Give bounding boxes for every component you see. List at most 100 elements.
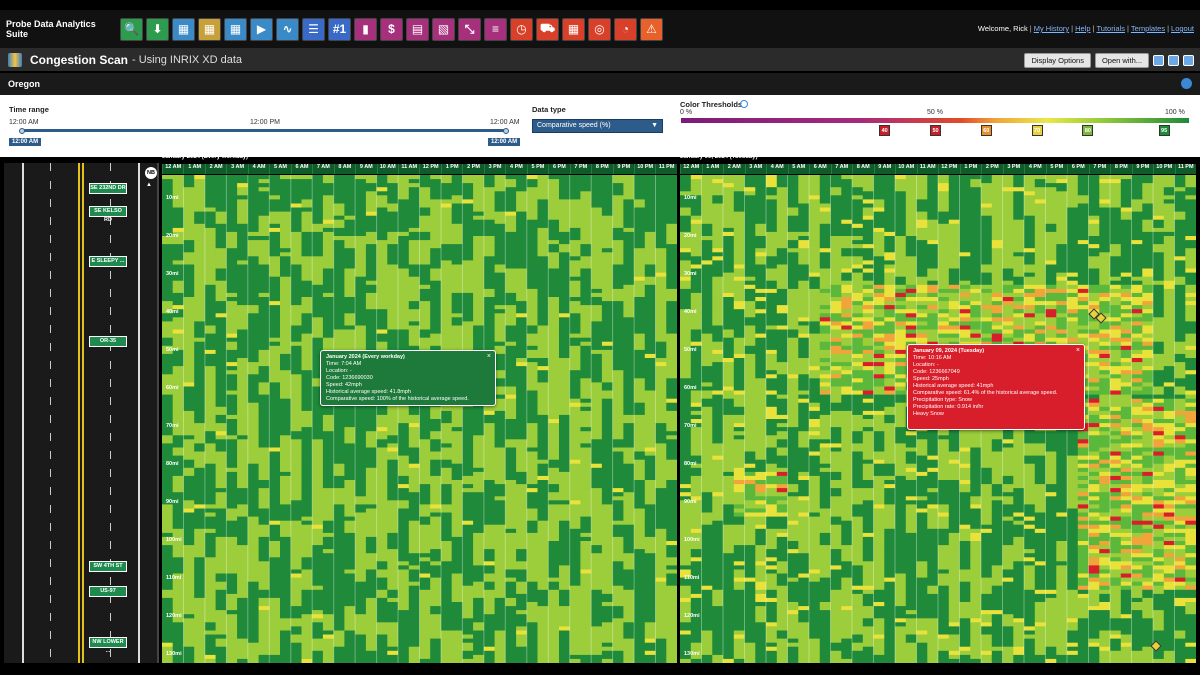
mile-label: 30mi	[684, 271, 697, 277]
heatmap-grid[interactable]	[162, 175, 677, 663]
road-sign[interactable]: SE KELSO RD	[89, 206, 127, 223]
close-icon[interactable]	[1183, 55, 1194, 66]
tool-bar: 🔍 ⬇ ▦ ▦ ▦ ▶ ∿ ☰ #1 ▮ $ ▤ ▧ ⤡ ≡ ◷ ⛟ ▦ ◎ ◔ ⚠	[120, 17, 663, 41]
threshold-0-label: 0 %	[680, 109, 693, 116]
close-icon[interactable]: ×	[1075, 347, 1080, 354]
threshold-handle[interactable]: 95	[1158, 125, 1170, 136]
threshold-handle[interactable]: 40	[879, 125, 891, 136]
hour-label: 10 PM	[633, 164, 655, 174]
road-sign[interactable]: US-97	[89, 586, 127, 597]
target-icon[interactable]: ◎	[588, 17, 611, 41]
clock-icon[interactable]: ◷	[510, 17, 533, 41]
time-range-end-handle[interactable]	[503, 128, 509, 134]
hour-label: 11 PM	[1174, 164, 1197, 174]
logout-link[interactable]: Logout	[1171, 24, 1194, 33]
mile-label: 90mi	[684, 499, 697, 505]
hour-label: 9 AM	[873, 164, 896, 174]
help-link[interactable]: Help	[1075, 24, 1091, 33]
bottleneck-icon[interactable]: ▦	[172, 17, 195, 41]
calendar-icon[interactable]: ▤	[406, 17, 429, 41]
hour-label: 3 AM	[226, 164, 247, 174]
controls-panel: Time range 12:00 AM 12:00 PM 12:00 AM 12…	[0, 95, 1200, 157]
grid-icon[interactable]: ▦	[562, 17, 585, 41]
hour-label: 6 PM	[548, 164, 569, 174]
open-with-button[interactable]: Open with...	[1094, 53, 1149, 68]
incident-icon[interactable]: ⚠	[640, 17, 663, 41]
list-icon[interactable]: ☰	[302, 17, 325, 41]
hour-label: 10 AM	[895, 164, 917, 174]
save-icon[interactable]	[1153, 55, 1164, 66]
trend-icon[interactable]: ∿	[276, 17, 299, 41]
search-icon[interactable]: 🔍	[120, 17, 143, 41]
close-icon[interactable]: ×	[486, 353, 491, 360]
threshold-100-label: 100 %	[1165, 109, 1185, 116]
threshold-handle[interactable]: 80	[1082, 125, 1094, 136]
hour-label: 2 AM	[723, 164, 745, 174]
mile-label: 10mi	[684, 195, 697, 201]
hour-label: 2 PM	[981, 164, 1003, 174]
bar-chart-icon[interactable]: ▮	[354, 17, 377, 41]
scatter-icon[interactable]: ⤡	[458, 17, 481, 41]
mile-label: 100mi	[166, 537, 182, 543]
mile-label: 110mi	[166, 575, 182, 581]
hour-label: 11 AM	[397, 164, 419, 174]
download-icon[interactable]: ⬇	[146, 17, 169, 41]
time-tick-start: 12:00 AM	[9, 119, 39, 126]
tooltip-line: Code: 1236667049	[913, 369, 960, 375]
road-sign[interactable]: SE 232ND DR	[89, 183, 127, 194]
hour-label: 12 AM	[680, 164, 702, 174]
threshold-handle[interactable]: 70	[1031, 125, 1043, 136]
hour-label: 4 AM	[247, 164, 269, 174]
hour-axis: 12 AM 1 AM 2 AM 3 AM 4 AM 5 AM 6 AM 7 AM 8 AM 9 A…	[680, 164, 1196, 174]
hour-label: 10 AM	[376, 164, 398, 174]
refresh-icon[interactable]	[740, 100, 748, 108]
top-bar: Probe Data Analytics Suite 🔍 ⬇ ▦ ▦ ▦ ▶ ∿ ☰ #1 ▮ $ ▤…	[0, 10, 1200, 48]
road-shoulder-left	[22, 163, 24, 663]
mile-label: 60mi	[166, 385, 179, 391]
hour-label: 1 PM	[440, 164, 462, 174]
threshold-50-label: 50 %	[927, 109, 943, 116]
hour-label: 11 PM	[655, 164, 676, 174]
data-type-select[interactable]: Comparative speed (%) ▼	[532, 119, 663, 133]
display-options-button[interactable]: Display Options	[1024, 53, 1091, 68]
road-sign[interactable]: NW LOWER ...	[89, 637, 127, 654]
tooltip-line: Location: -	[913, 362, 939, 368]
car-icon[interactable]: ⛟	[536, 17, 559, 41]
edit-icon[interactable]	[1181, 78, 1192, 89]
threshold-handle[interactable]: 60	[980, 125, 992, 136]
chevron-down-icon: ▼	[651, 122, 658, 129]
play-icon[interactable]: ▶	[250, 17, 273, 41]
dollar-icon[interactable]: $	[380, 17, 403, 41]
mile-label: 50mi	[166, 347, 179, 353]
timeline-icon[interactable]: ≡	[484, 17, 507, 41]
map-icon[interactable]: ▧	[432, 17, 455, 41]
hour-label: 9 PM	[612, 164, 634, 174]
time-range-slider[interactable]	[22, 129, 506, 132]
road-sign[interactable]: SW 4TH ST	[89, 561, 127, 572]
region-bar: Oregon	[0, 73, 1200, 95]
time-range-start-handle[interactable]	[19, 128, 25, 134]
tooltip-day: × January 09, 2024 (Tuesday) Time: 10:16…	[907, 344, 1085, 430]
speedometer-icon[interactable]: ◔	[614, 17, 637, 41]
user-bar: Welcome, Rick | My History | Help | Tutorials |…	[977, 24, 1194, 33]
data-type-label: Data type	[532, 105, 566, 114]
rank-icon[interactable]: #1	[328, 17, 351, 41]
hour-label: 7 PM	[569, 164, 591, 174]
road-sign[interactable]: OR-35	[89, 336, 127, 347]
road-shoulder-right	[138, 163, 140, 663]
mile-label: 90mi	[166, 499, 179, 505]
my-history-link[interactable]: My History	[1033, 24, 1070, 33]
mile-label: 40mi	[684, 309, 697, 315]
heatmap-icon[interactable]: ▦	[198, 17, 221, 41]
tooltip-line: Code: 1236690030	[326, 375, 373, 381]
templates-link[interactable]: Templates	[1130, 24, 1166, 33]
color-thresholds-label: Color Thresholds	[680, 100, 743, 109]
mile-label: 70mi	[166, 423, 179, 429]
congestion-scan-icon[interactable]: ▦	[224, 17, 247, 41]
info-icon[interactable]	[1168, 55, 1179, 66]
threshold-handle[interactable]: 50	[930, 125, 941, 136]
threshold-gradient-bar	[681, 118, 1189, 123]
panel-title: January 2024 (Every workday)	[162, 154, 249, 160]
road-sign[interactable]: E SLEEPY ...	[89, 256, 127, 267]
tutorials-link[interactable]: Tutorials	[1096, 24, 1125, 33]
